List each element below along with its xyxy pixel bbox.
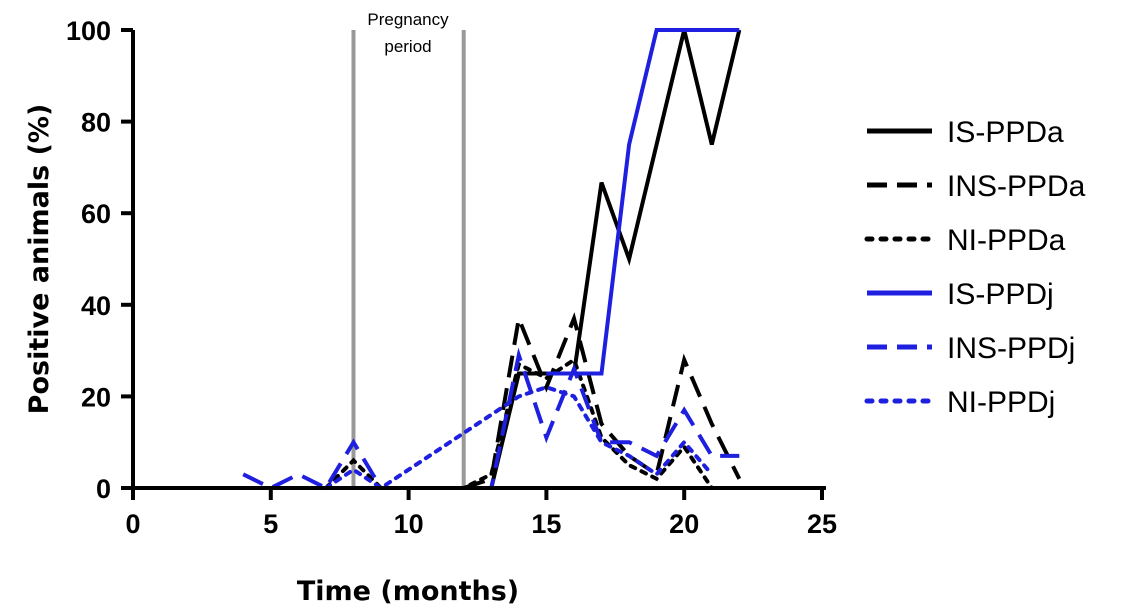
y-tick-label: 0 — [96, 474, 111, 504]
y-tick-label: 40 — [81, 291, 111, 321]
legend-label: INS-PPDj — [947, 332, 1075, 365]
y-tick-label: 100 — [66, 16, 111, 46]
y-tick-label: 60 — [81, 199, 111, 229]
ticks: 0 5 10 15 20 25 0 20 40 60 80 100 — [66, 16, 837, 539]
series-is-ppdj-line — [546, 28, 740, 376]
legend: IS-PPDa INS-PPDa NI-PPDa IS-PPDj INS-PPDj NI-… — [864, 116, 1086, 419]
x-tick-label: 0 — [125, 509, 140, 539]
legend-item-is-ppda: IS-PPDa — [867, 116, 1064, 149]
series-ins-ppdj-line — [242, 347, 740, 491]
x-tick-label: 25 — [807, 509, 837, 539]
legend-item-ins-ppda: INS-PPDa — [867, 170, 1086, 203]
series-layer — [242, 28, 742, 491]
y-tick-label: 80 — [81, 108, 111, 138]
x-tick-label: 20 — [669, 509, 699, 539]
series-is-ppda-line — [489, 29, 742, 489]
x-axis-title: Time (months) — [297, 576, 519, 607]
legend-item-is-ppdj: IS-PPDj — [867, 278, 1054, 311]
legend-item-ins-ppdj: INS-PPDj — [867, 332, 1075, 365]
x-tick-label: 15 — [531, 509, 561, 539]
pregnancy-label-line1: Pregnancy — [367, 10, 449, 29]
y-axis-title: Positive animals (%) — [24, 104, 55, 415]
legend-label: IS-PPDj — [947, 278, 1054, 311]
legend-label: NI-PPDa — [947, 224, 1066, 257]
series-ni-ppdj-line — [323, 385, 714, 491]
legend-label: INS-PPDa — [947, 170, 1086, 203]
legend-label: NI-PPDj — [947, 386, 1055, 419]
y-tick-label: 20 — [81, 382, 111, 412]
x-tick-label: 5 — [263, 509, 278, 539]
x-tick-label: 10 — [394, 509, 424, 539]
series-ins-ppda-line — [463, 311, 742, 490]
axes — [131, 30, 826, 490]
pregnancy-label-line2: period — [384, 37, 431, 56]
legend-label: IS-PPDa — [947, 116, 1064, 149]
legend-item-ni-ppda: NI-PPDa — [864, 224, 1066, 257]
pregnancy-period-annotation: Pregnancy period — [351, 10, 466, 488]
legend-item-ni-ppdj: NI-PPDj — [864, 386, 1055, 419]
